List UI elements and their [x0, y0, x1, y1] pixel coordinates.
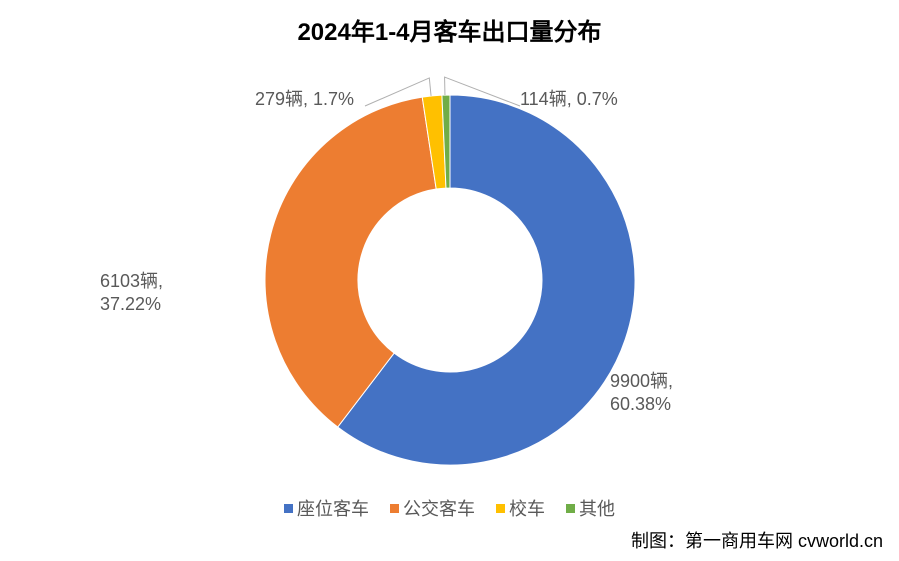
- slice-label-school-bus: 279辆, 1.7%: [255, 88, 354, 111]
- slice-label-transit-bus: 6103辆, 37.22%: [100, 270, 163, 315]
- legend-item-other: 其他: [566, 495, 615, 521]
- legend-item-transit-bus: 公交客车: [390, 495, 475, 521]
- legend-swatch-icon: [284, 504, 293, 513]
- slice-label-other: 114辆, 0.7%: [520, 88, 618, 111]
- chart-area: 9900辆, 60.38% 6103辆, 37.22% 279辆, 1.7% 1…: [0, 50, 899, 510]
- legend-label: 其他: [579, 495, 615, 521]
- legend: 座位客车 公交客车 校车 其他: [0, 495, 899, 521]
- chart-title: 2024年1-4月客车出口量分布: [0, 12, 899, 47]
- legend-swatch-icon: [390, 504, 399, 513]
- slice-label-seat-bus: 9900辆, 60.38%: [610, 370, 673, 415]
- legend-swatch-icon: [496, 504, 505, 513]
- credit-text: 制图：第一商用车网 cvworld.cn: [631, 527, 883, 553]
- legend-label: 校车: [509, 495, 545, 521]
- legend-item-seat-bus: 座位客车: [284, 495, 369, 521]
- legend-label: 公交客车: [403, 495, 475, 521]
- legend-item-school-bus: 校车: [496, 495, 545, 521]
- legend-swatch-icon: [566, 504, 575, 513]
- donut-chart: [263, 93, 637, 467]
- legend-label: 座位客车: [297, 495, 369, 521]
